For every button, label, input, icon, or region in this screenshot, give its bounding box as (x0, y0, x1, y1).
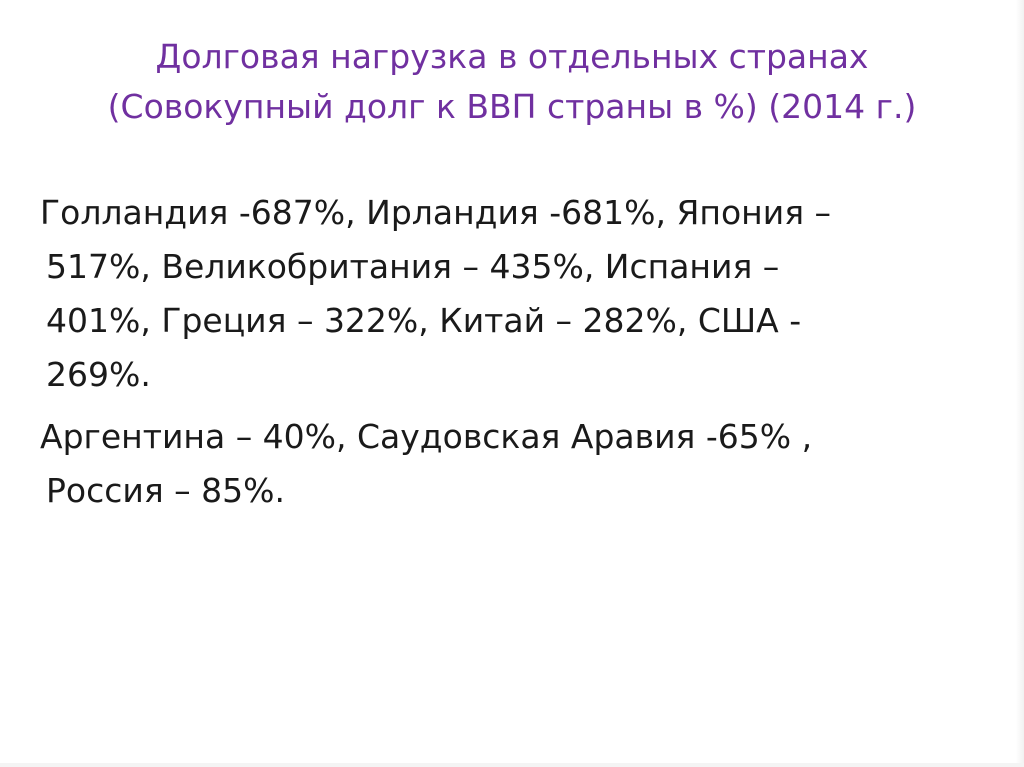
text-line: 401%, Греция – 322%, Китай – 282%, США - (46, 301, 802, 340)
paragraph-high-debt-countries: Голландия -687%, Ирландия -681%, Япония … (40, 186, 940, 402)
slide-title: Долговая нагрузка в отдельных странах (С… (40, 32, 984, 132)
paragraph-low-debt-countries: Аргентина – 40%, Саудовская Аравия -65% … (40, 410, 940, 518)
title-line-1: Долговая нагрузка в отдельных странах (155, 37, 869, 76)
text-line: Россия – 85%. (46, 471, 285, 510)
text-line: Голландия -687%, Ирландия -681%, Япония … (40, 193, 832, 232)
text-line: Аргентина – 40%, Саудовская Аравия -65% … (40, 417, 813, 456)
slide-body: Голландия -687%, Ирландия -681%, Япония … (40, 186, 940, 526)
slide-edge-shadow (1016, 0, 1024, 767)
text-line: 517%, Великобритания – 435%, Испания – (46, 247, 780, 286)
title-line-2: (Совокупный долг к ВВП страны в %) (2014… (107, 87, 917, 126)
text-line: 269%. (46, 355, 151, 394)
slide-bottom-edge (0, 763, 1024, 767)
